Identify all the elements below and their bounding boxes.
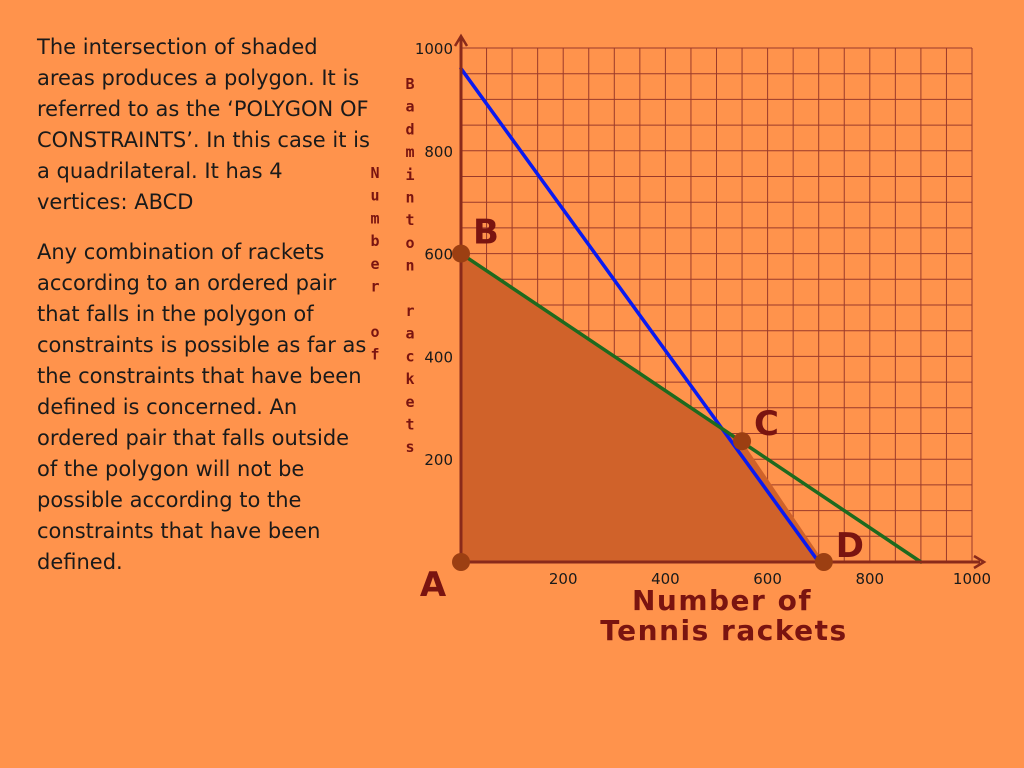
y-axis-title-letter: a: [405, 98, 414, 116]
x-tick-label: 200: [549, 570, 578, 588]
x-axis-title-line2: Tennis rackets: [600, 614, 847, 647]
y-axis-title-letter: m: [405, 143, 414, 161]
vertex-point-a: [452, 553, 470, 571]
x-tick-label: 1000: [953, 570, 991, 588]
y-axis-title-number-of: Number of: [370, 164, 379, 364]
y-axis-title-letter: o: [405, 234, 414, 252]
y-axis-title-letter: d: [405, 120, 414, 138]
paragraph-polygon-definition: The intersection of shaded areas produce…: [37, 35, 370, 214]
vertex-label-b: B: [473, 213, 499, 253]
y-axis-title-letter: e: [370, 255, 379, 273]
y-axis-title-letter: i: [405, 166, 414, 184]
y-tick-label: 200: [424, 451, 453, 469]
y-axis-title-letter: N: [370, 164, 379, 182]
y-tick-label: 600: [424, 246, 453, 264]
y-axis-arrow: [453, 33, 469, 47]
paragraph-ordered-pairs: Any combination of rackets according to …: [37, 240, 367, 574]
x-tick-label: 600: [753, 570, 782, 588]
constraint-lines: [459, 66, 923, 564]
y-tick-label: 400: [424, 348, 453, 366]
y-axis-title-letter: t: [405, 211, 414, 229]
y-axis-title-letter: a: [405, 325, 414, 343]
vertex-point-b: [452, 244, 470, 263]
vertices: A B C D: [420, 213, 864, 605]
x-axis-title-line1: Number of: [632, 584, 812, 617]
y-axis-title-letter: k: [405, 370, 414, 388]
y-axis-title-letter: r: [370, 278, 379, 296]
y-axis-title-letter: t: [405, 416, 414, 434]
y-axis-title-letter: f: [370, 346, 379, 364]
constraint-line-1: [459, 66, 821, 564]
y-axis-title-letter: o: [370, 323, 379, 341]
y-axis-title-letter: e: [405, 393, 414, 411]
y-axis-title-letter: n: [405, 257, 414, 275]
constraint-line-2: [459, 251, 923, 564]
x-tick-label: 400: [651, 570, 680, 588]
vertex-label-d: D: [836, 526, 864, 566]
y-axis-title-letter: r: [405, 302, 414, 320]
tick-labels: 200 400 600 800 1000 200 400 600 800 1000: [415, 40, 991, 588]
vertex-point-c: [733, 432, 752, 451]
x-tick-label: 800: [855, 570, 884, 588]
polygon-of-constraints: [461, 253, 824, 562]
y-tick-label: 800: [424, 143, 453, 161]
y-axis-title-letter: c: [405, 347, 414, 365]
explanation-text: The intersection of shaded areas produce…: [37, 32, 372, 578]
y-axis-title-letter: s: [405, 438, 414, 456]
y-axis-title-letter: b: [370, 232, 379, 250]
vertex-label-a: A: [420, 565, 447, 605]
vertex-label-c: C: [754, 404, 779, 444]
y-axis-title-letter: n: [405, 189, 414, 207]
axes: [453, 33, 987, 570]
y-axis-title-letter: u: [370, 187, 379, 205]
x-axis-arrow: [973, 554, 987, 570]
y-axis-title-letter: m: [370, 209, 379, 227]
y-axis-title-letter: B: [405, 75, 414, 93]
vertex-point-d: [814, 553, 833, 571]
y-tick-label: 1000: [415, 40, 453, 58]
